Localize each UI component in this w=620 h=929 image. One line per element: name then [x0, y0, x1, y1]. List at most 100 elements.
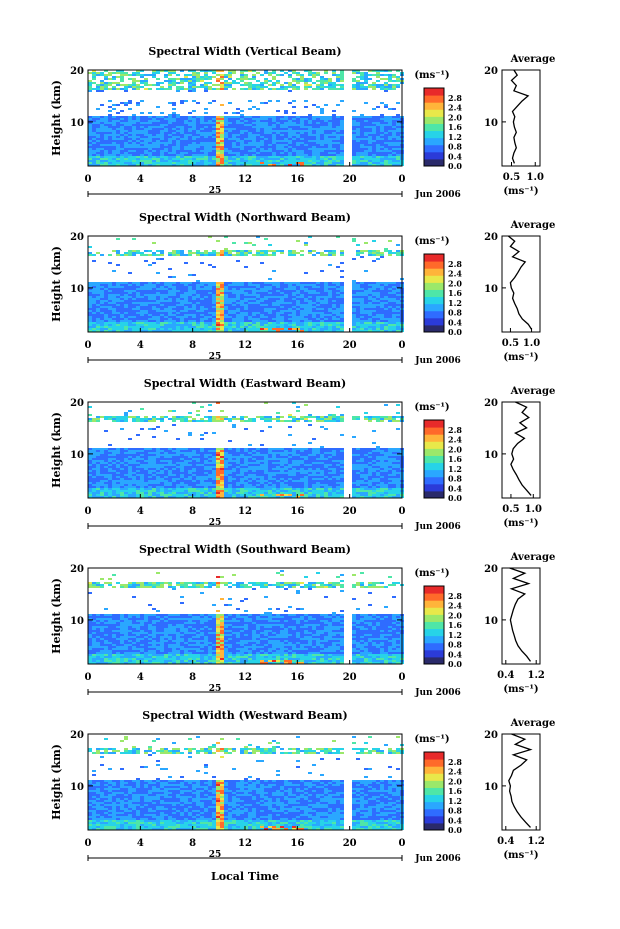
- heatmap-cell: [216, 292, 220, 294]
- heatmap-cell: [280, 140, 284, 142]
- heatmap-cell: [324, 118, 328, 120]
- heatmap-cell: [396, 136, 400, 138]
- heatmap-cell: [392, 160, 396, 162]
- heatmap-cell: [156, 294, 160, 296]
- heatmap-cell: [336, 142, 340, 144]
- heatmap-cell: [216, 158, 220, 160]
- heatmap-cell: [312, 156, 316, 158]
- heatmap-cell: [252, 314, 256, 316]
- heatmap-cell: [324, 420, 328, 422]
- heatmap-cell: [372, 310, 376, 312]
- heatmap-cell: [256, 84, 260, 86]
- heatmap-cell: [200, 154, 204, 156]
- heatmap-cell: [192, 318, 196, 320]
- heatmap-cell: [276, 142, 280, 144]
- heatmap-cell: [140, 408, 144, 410]
- heatmap-cell: [300, 308, 304, 310]
- heatmap-cell: [364, 116, 368, 118]
- heatmap-cell: [172, 104, 176, 106]
- heatmap-cell: [272, 70, 276, 72]
- heatmap-cell: [244, 296, 248, 298]
- heatmap-cell: [208, 120, 212, 122]
- heatmap-cell: [92, 254, 96, 256]
- heatmap-cell: [124, 116, 128, 118]
- heatmap-cell: [172, 148, 176, 150]
- heatmap-cell: [176, 312, 180, 314]
- heatmap-cell: [220, 296, 224, 298]
- heatmap-cell: [152, 128, 156, 130]
- heatmap-cell: [284, 286, 288, 288]
- heatmap-cell: [264, 126, 268, 128]
- heatmap-cell: [380, 328, 384, 330]
- heatmap-cell: [220, 418, 224, 420]
- heatmap-cell: [296, 86, 300, 88]
- heatmap-cell: [116, 148, 120, 150]
- heatmap-cell: [236, 136, 240, 138]
- heatmap-cell: [304, 300, 308, 302]
- heatmap-cell: [148, 144, 152, 146]
- heatmap-cell: [160, 326, 164, 328]
- heatmap-cell: [372, 254, 376, 256]
- heatmap-cell: [256, 134, 260, 136]
- heatmap-cell: [300, 302, 304, 304]
- heatmap-cell: [216, 318, 220, 320]
- heatmap-cell: [188, 138, 192, 140]
- heatmap-cell: [336, 286, 340, 288]
- heatmap-cell: [304, 326, 308, 328]
- heatmap-cell: [336, 312, 340, 314]
- heatmap-cell: [248, 294, 252, 296]
- heatmap-cell: [128, 102, 132, 104]
- heatmap-cell: [192, 322, 196, 324]
- profile-x-tick-label: 1.0: [523, 338, 540, 349]
- heatmap-cell: [388, 284, 392, 286]
- heatmap-cell: [300, 312, 304, 314]
- heatmap-cell: [264, 250, 268, 252]
- heatmap-cell: [264, 238, 268, 240]
- heatmap-cell: [204, 420, 208, 422]
- profile-y-tick-label: 20: [484, 66, 498, 77]
- heatmap-cell: [384, 320, 388, 322]
- heatmap-cell: [332, 130, 336, 132]
- heatmap-cell: [264, 156, 268, 158]
- heatmap-cell: [316, 124, 320, 126]
- heatmap-cell: [168, 142, 172, 144]
- heatmap-cell: [260, 138, 264, 140]
- heatmap-cell: [296, 88, 300, 90]
- heatmap-cell: [384, 82, 388, 84]
- heatmap-cell: [384, 294, 388, 296]
- heatmap-cell: [388, 290, 392, 292]
- heatmap-cell: [184, 158, 188, 160]
- heatmap-cell: [132, 304, 136, 306]
- heatmap-cell: [236, 148, 240, 150]
- heatmap-cell: [156, 124, 160, 126]
- heatmap-cell: [396, 318, 400, 320]
- heatmap-cell: [216, 290, 220, 292]
- heatmap-cell: [240, 322, 244, 324]
- heatmap-cell: [340, 80, 344, 82]
- heatmap-cell: [308, 128, 312, 130]
- heatmap-cell: [216, 136, 220, 138]
- heatmap-cell: [260, 84, 264, 86]
- heatmap-cell: [148, 420, 152, 422]
- heatmap-cell: [308, 292, 312, 294]
- heatmap-cell: [136, 132, 140, 134]
- heatmap-cell: [256, 250, 260, 252]
- heatmap-cell: [256, 160, 260, 162]
- heatmap-cell: [104, 160, 108, 162]
- heatmap-cell: [324, 304, 328, 306]
- heatmap-cell: [112, 116, 116, 118]
- heatmap-cell: [304, 298, 308, 300]
- heatmap-cell: [256, 304, 260, 306]
- heatmap-cell: [356, 146, 360, 148]
- heatmap-cell: [132, 132, 136, 134]
- heatmap-cell: [268, 124, 272, 126]
- heatmap-cell: [272, 120, 276, 122]
- heatmap-cell: [264, 322, 268, 324]
- heatmap-cell: [324, 308, 328, 310]
- heatmap-cell: [256, 308, 260, 310]
- heatmap-cell: [180, 128, 184, 130]
- heatmap-cell: [192, 300, 196, 302]
- heatmap-cell: [388, 152, 392, 154]
- heatmap-cell: [244, 138, 248, 140]
- heatmap-cell: [280, 116, 284, 118]
